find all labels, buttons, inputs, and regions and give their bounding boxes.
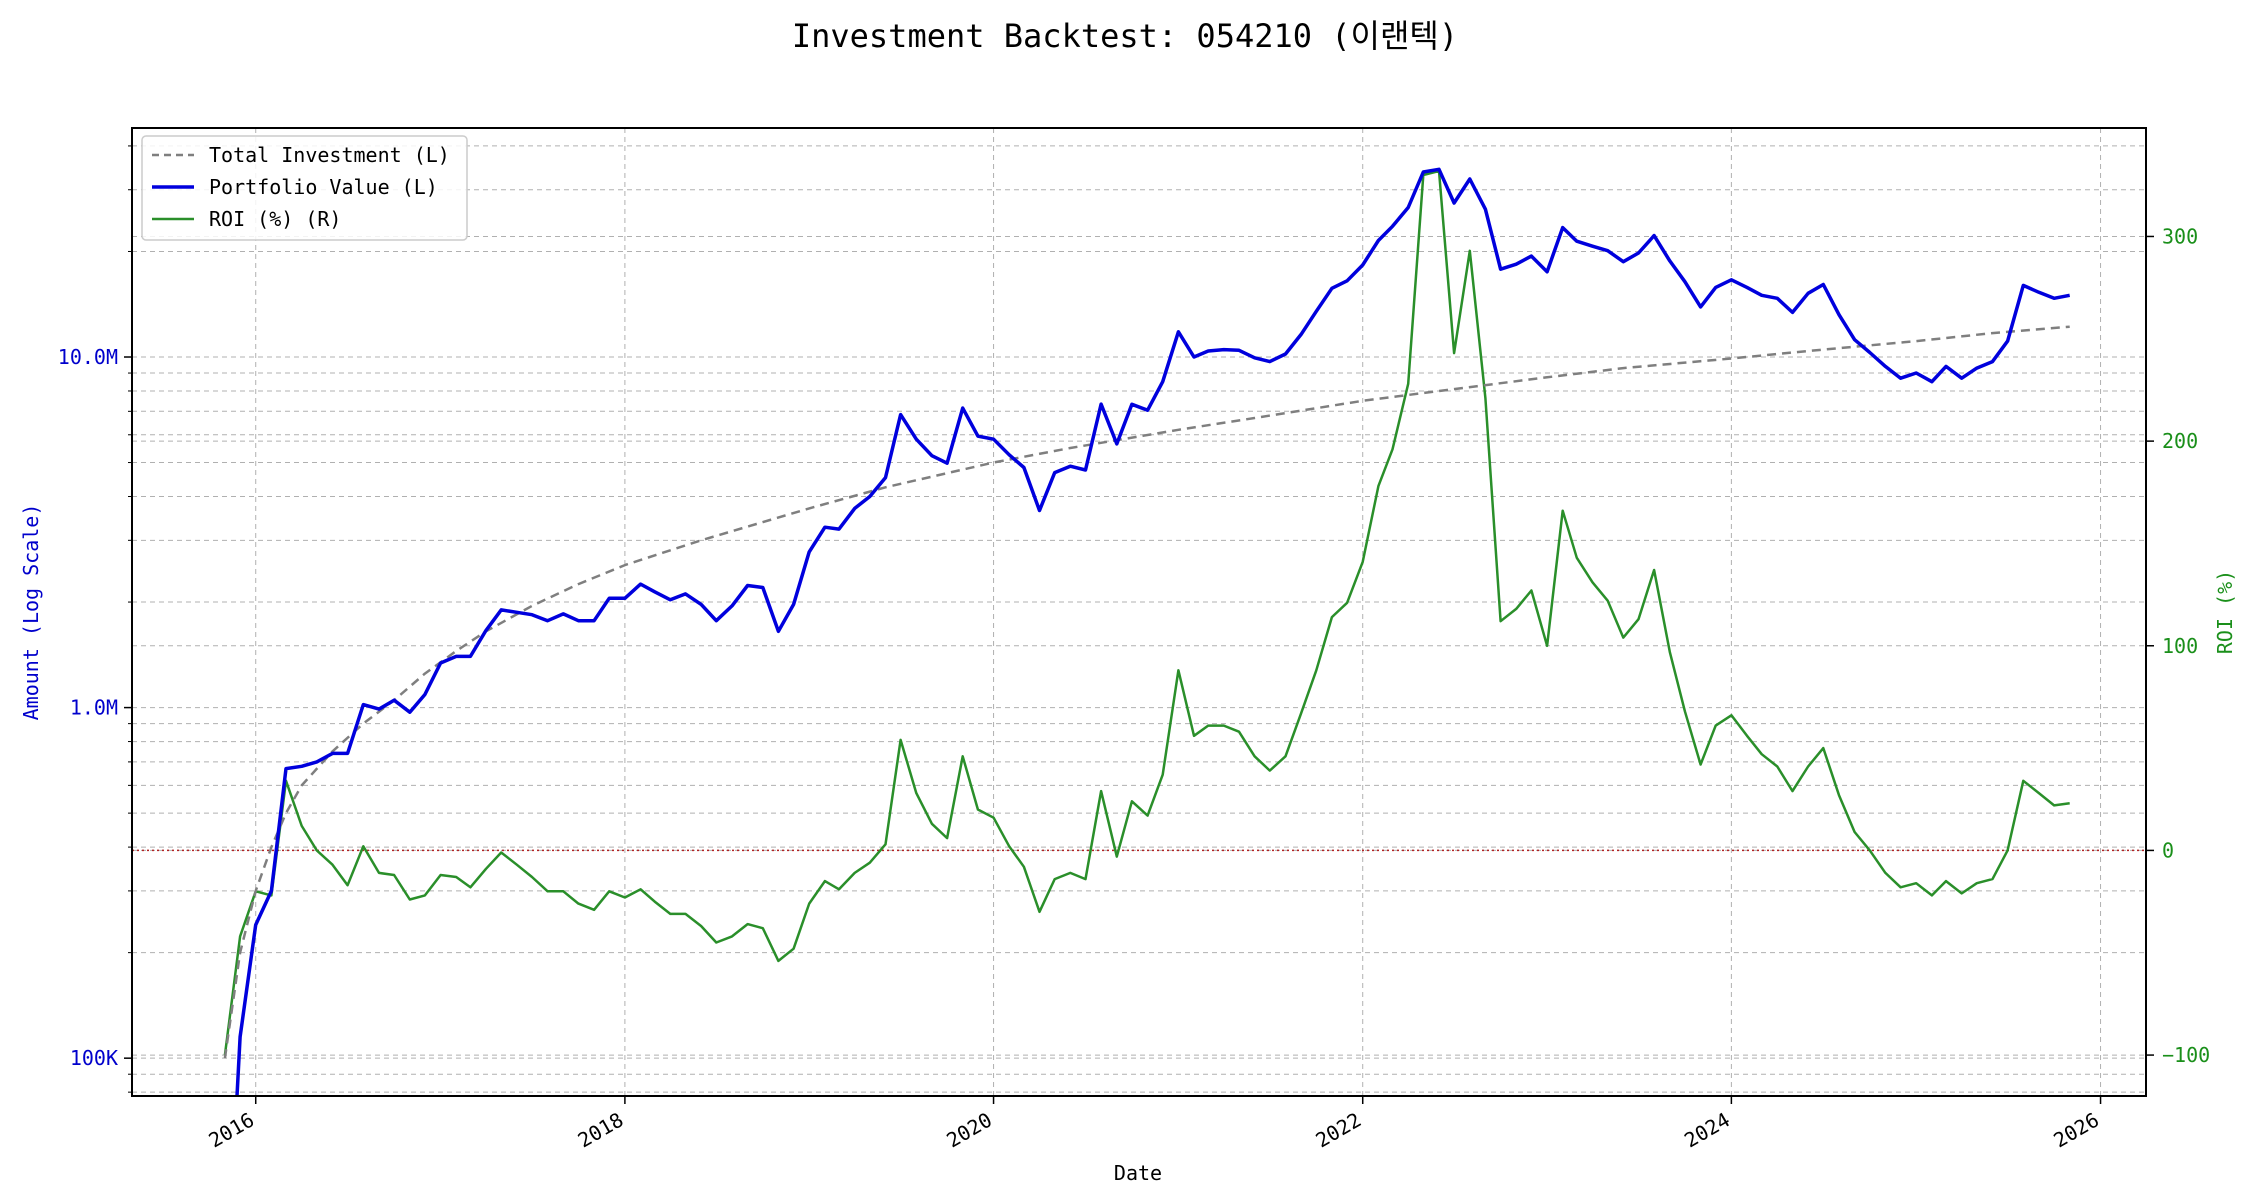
y-right-tick-label: 100 — [2162, 634, 2198, 658]
y-right-tick-label: 200 — [2162, 429, 2198, 453]
total-investment-line — [223, 325, 2070, 1059]
x-axis-label: Date — [1114, 1161, 1162, 1185]
y-right-tick-label: 0 — [2162, 838, 2174, 862]
y-right-tick-label: −100 — [2162, 1043, 2210, 1067]
roi-line — [223, 169, 2070, 1056]
legend-label: Total Investment (L) — [209, 143, 450, 167]
legend-label: Portfolio Value (L) — [209, 175, 438, 199]
plot-frame — [131, 127, 2147, 1097]
chart-title: Investment Backtest: 054210 (이랜텍) — [792, 17, 1458, 55]
legend-box — [141, 135, 468, 241]
legend: Total Investment (L) Portfolio Value (L) R… — [141, 135, 468, 241]
y-left-tick-label: 1.0M — [70, 696, 118, 720]
y-left-tick-label: 100K — [70, 1046, 118, 1070]
y-left-tick-label: 10.0M — [58, 345, 118, 369]
portfolio-value-line — [235, 167, 2071, 1097]
right-axis-label: ROI (%) — [2213, 570, 2237, 654]
legend-label: ROI (%) (R) — [209, 207, 341, 231]
left-axis-label: Amount (Log Scale) — [19, 504, 43, 721]
series-layer — [223, 167, 2071, 1097]
y-right-tick-label: 300 — [2162, 224, 2198, 248]
